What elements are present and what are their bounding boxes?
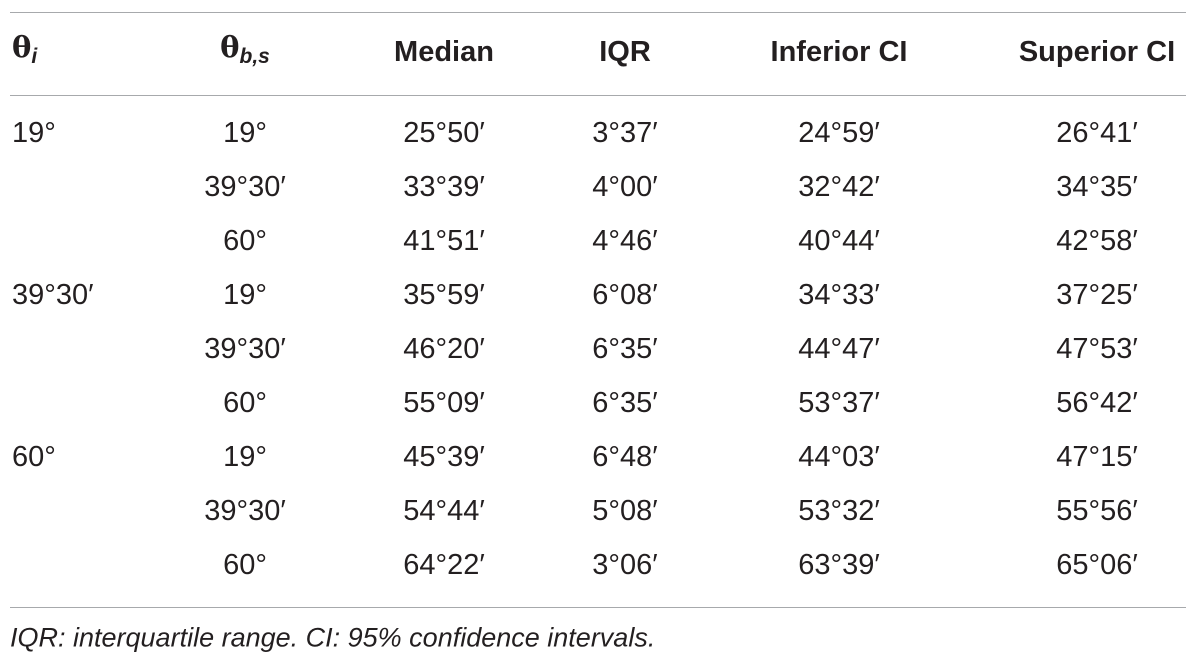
symbol: θ bbox=[220, 30, 240, 64]
header-cell: IQR bbox=[599, 36, 651, 68]
table-cell: 42°58′ bbox=[1056, 225, 1138, 257]
table-cell: 4°46′ bbox=[592, 225, 658, 257]
table-cell: 39°30′ bbox=[204, 333, 286, 365]
header-cell: θb,s bbox=[220, 29, 270, 75]
table-cell: 19° bbox=[223, 117, 267, 149]
table-cell: 6°48′ bbox=[592, 441, 658, 473]
table-cell: 6°35′ bbox=[592, 387, 658, 419]
table-cell: 25°50′ bbox=[403, 117, 485, 149]
table-cell: 46°20′ bbox=[403, 333, 485, 365]
table-cell: 60° bbox=[223, 387, 267, 419]
table-cell: 3°06′ bbox=[592, 549, 658, 581]
header-cell: Median bbox=[394, 36, 494, 68]
table-cell: 44°03′ bbox=[798, 441, 880, 473]
table-cell: 47°53′ bbox=[1056, 333, 1138, 365]
table-cell: 34°33′ bbox=[798, 279, 880, 311]
table-cell: 53°37′ bbox=[798, 387, 880, 419]
table-cell: 54°44′ bbox=[403, 495, 485, 527]
table-cell: 45°39′ bbox=[403, 441, 485, 473]
footnote: IQR: interquartile range. CI: 95% confid… bbox=[10, 622, 656, 653]
table-cell: 47°15′ bbox=[1056, 441, 1138, 473]
table-cell: 39°30′ bbox=[204, 495, 286, 527]
table-cell: 6°35′ bbox=[592, 333, 658, 365]
table-cell: 56°42′ bbox=[1056, 387, 1138, 419]
table-cell: 35°59′ bbox=[403, 279, 485, 311]
table-cell: 34°35′ bbox=[1056, 171, 1138, 203]
group-label: 19° bbox=[12, 117, 56, 149]
table-cell: 37°25′ bbox=[1056, 279, 1138, 311]
top-rule bbox=[10, 12, 1186, 13]
table-cell: 64°22′ bbox=[403, 549, 485, 581]
table-cell: 60° bbox=[223, 549, 267, 581]
table-cell: 6°08′ bbox=[592, 279, 658, 311]
table-cell: 4°00′ bbox=[592, 171, 658, 203]
subscript: i bbox=[31, 45, 38, 68]
table-cell: 53°32′ bbox=[798, 495, 880, 527]
table-cell: 33°39′ bbox=[403, 171, 485, 203]
table-cell: 63°39′ bbox=[798, 549, 880, 581]
header-rule bbox=[10, 95, 1186, 96]
table-cell: 32°42′ bbox=[798, 171, 880, 203]
subscript: b,s bbox=[239, 45, 270, 68]
table-cell: 40°44′ bbox=[798, 225, 880, 257]
table-cell: 44°47′ bbox=[798, 333, 880, 365]
table-cell: 19° bbox=[223, 279, 267, 311]
table-cell: 55°09′ bbox=[403, 387, 485, 419]
table-cell: 26°41′ bbox=[1056, 117, 1138, 149]
header-cell: Inferior CI bbox=[770, 36, 908, 68]
bottom-rule bbox=[10, 607, 1186, 608]
table-cell: 39°30′ bbox=[204, 171, 286, 203]
header-cell: Superior CI bbox=[1018, 36, 1176, 68]
table-cell: 60° bbox=[223, 225, 267, 257]
table-cell: 55°56′ bbox=[1056, 495, 1138, 527]
symbol: θ bbox=[12, 30, 32, 64]
table-cell: 24°59′ bbox=[798, 117, 880, 149]
table-cell: 65°06′ bbox=[1056, 549, 1138, 581]
group-label: 60° bbox=[12, 441, 56, 473]
table-cell: 5°08′ bbox=[592, 495, 658, 527]
table-cell: 19° bbox=[223, 441, 267, 473]
table-cell: 3°37′ bbox=[592, 117, 658, 149]
group-label: 39°30′ bbox=[12, 279, 94, 311]
table-cell: 41°51′ bbox=[403, 225, 485, 257]
header-cell: θi bbox=[12, 29, 37, 75]
